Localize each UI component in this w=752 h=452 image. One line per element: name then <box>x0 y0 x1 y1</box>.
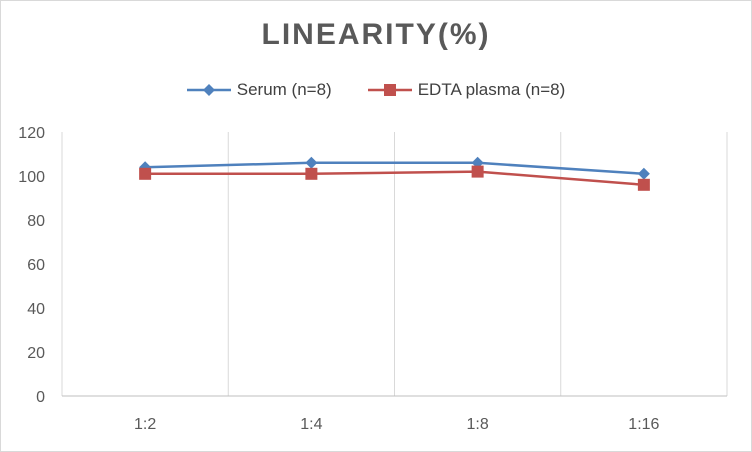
y-tick-label: 20 <box>27 345 45 362</box>
data-point-edta <box>637 178 650 191</box>
y-tick-label: 100 <box>18 169 45 186</box>
legend-edta-marker-icon <box>367 84 412 96</box>
chart-title: LINEARITY(%) <box>261 18 491 51</box>
y-tick-label: 120 <box>18 125 45 142</box>
x-tick-label: 1:2 <box>134 416 156 433</box>
legend-item-edta: EDTA plasma (n=8) <box>367 80 566 100</box>
y-tick-label: 40 <box>27 301 45 318</box>
series-line-0 <box>145 161 644 176</box>
legend-item-serum: Serum (n=8) <box>186 80 332 100</box>
y-tick-label: 60 <box>27 257 45 274</box>
y-tick-label: 80 <box>27 213 45 230</box>
data-point-edta <box>305 167 318 180</box>
legend: Serum (n=8) EDTA plasma (n=8) <box>0 80 752 100</box>
legend-serum-marker-icon <box>186 84 231 96</box>
data-point-serum <box>305 156 318 169</box>
legend-label-edta: EDTA plasma (n=8) <box>417 80 566 99</box>
data-point-edta <box>471 165 484 178</box>
x-tick-label: 1:8 <box>467 416 489 433</box>
y-tick-label: 0 <box>36 389 45 406</box>
series-line-1 <box>145 170 644 187</box>
data-point-edta <box>139 167 152 180</box>
x-tick-label: 1:16 <box>628 416 659 433</box>
legend-label-serum: Serum (n=8) <box>236 80 332 99</box>
data-point-serum <box>637 167 650 180</box>
x-tick-label: 1:4 <box>300 416 322 433</box>
